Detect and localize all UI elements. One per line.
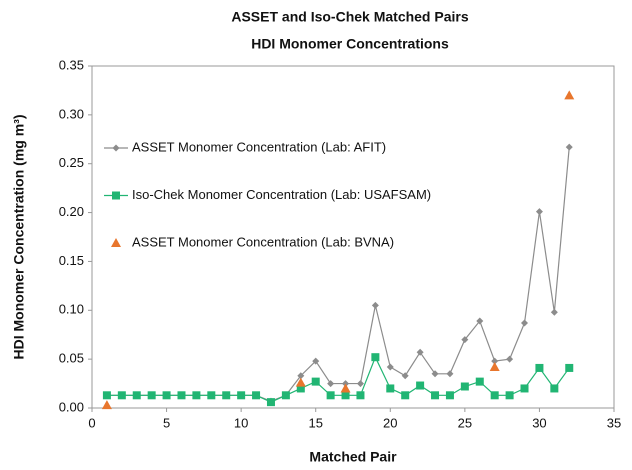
marker <box>550 308 558 316</box>
x-tick-label: 35 <box>607 415 621 430</box>
y-tick-label: 0.00 <box>59 399 84 414</box>
marker <box>505 391 514 400</box>
marker <box>297 372 305 380</box>
marker <box>565 363 574 372</box>
marker <box>356 391 365 400</box>
marker <box>341 391 350 400</box>
marker <box>386 384 395 393</box>
marker <box>431 391 440 400</box>
y-tick-label: 0.20 <box>59 204 84 219</box>
marker <box>222 391 231 400</box>
marker <box>476 317 484 325</box>
marker <box>401 391 410 400</box>
x-tick-label: 30 <box>532 415 546 430</box>
marker <box>356 380 364 388</box>
marker <box>460 382 469 391</box>
marker <box>112 144 120 152</box>
marker <box>371 301 379 309</box>
marker <box>207 391 216 400</box>
marker <box>371 353 380 362</box>
legend-label: ASSET Monomer Concentration (Lab: AFIT) <box>132 139 386 154</box>
x-axis-label: Matched Pair <box>309 449 397 465</box>
marker <box>326 391 335 400</box>
marker <box>327 380 335 388</box>
y-tick-label: 0.35 <box>59 57 84 72</box>
y-tick-label: 0.15 <box>59 253 84 268</box>
marker <box>117 391 126 400</box>
marker <box>147 391 156 400</box>
y-tick-label: 0.05 <box>59 351 84 366</box>
marker <box>112 191 120 200</box>
marker <box>311 377 320 386</box>
x-tick-label: 20 <box>383 415 397 430</box>
marker <box>416 348 424 356</box>
marker <box>237 391 246 400</box>
marker <box>461 336 469 344</box>
marker <box>535 208 543 216</box>
marker <box>281 391 290 400</box>
y-tick-label: 0.30 <box>59 106 84 121</box>
marker <box>506 355 514 363</box>
marker <box>446 370 454 378</box>
y-tick-label: 0.10 <box>59 302 84 317</box>
marker <box>564 90 575 100</box>
marker <box>111 238 121 247</box>
y-axis-label: HDI Monomer Concentration (mg m³) <box>11 115 27 360</box>
marker <box>520 384 529 393</box>
x-tick-label: 15 <box>308 415 322 430</box>
marker <box>101 400 112 410</box>
y-tick-label: 0.25 <box>59 155 84 170</box>
x-tick-label: 0 <box>88 415 95 430</box>
marker <box>490 391 499 400</box>
marker <box>132 391 141 400</box>
marker <box>491 357 499 365</box>
marker <box>266 398 275 407</box>
chart-title: ASSET and Iso-Chek Matched Pairs <box>231 9 468 25</box>
marker <box>431 370 439 378</box>
marker <box>401 372 409 380</box>
marker <box>475 377 484 386</box>
marker <box>177 391 186 400</box>
marker <box>295 377 306 387</box>
legend-label: Iso-Chek Monomer Concentration (Lab: USA… <box>132 187 431 202</box>
marker <box>192 391 201 400</box>
marker <box>550 384 559 393</box>
marker <box>252 391 261 400</box>
marker <box>521 319 529 327</box>
x-tick-label: 10 <box>234 415 248 430</box>
chart-subtitle: HDI Monomer Concentrations <box>251 36 449 52</box>
marker <box>296 384 305 393</box>
marker <box>416 381 425 390</box>
marker <box>102 391 111 400</box>
marker <box>386 363 394 371</box>
marker <box>340 383 351 393</box>
marker <box>535 363 544 372</box>
marker <box>565 143 573 151</box>
x-tick-label: 25 <box>458 415 472 430</box>
legend-label: ASSET Monomer Concentration (Lab: BVNA) <box>132 234 394 249</box>
plot-area <box>91 65 615 409</box>
marker <box>312 357 320 365</box>
marker <box>489 361 500 371</box>
marker <box>162 391 171 400</box>
x-tick-label: 5 <box>163 415 170 430</box>
marker <box>445 391 454 400</box>
